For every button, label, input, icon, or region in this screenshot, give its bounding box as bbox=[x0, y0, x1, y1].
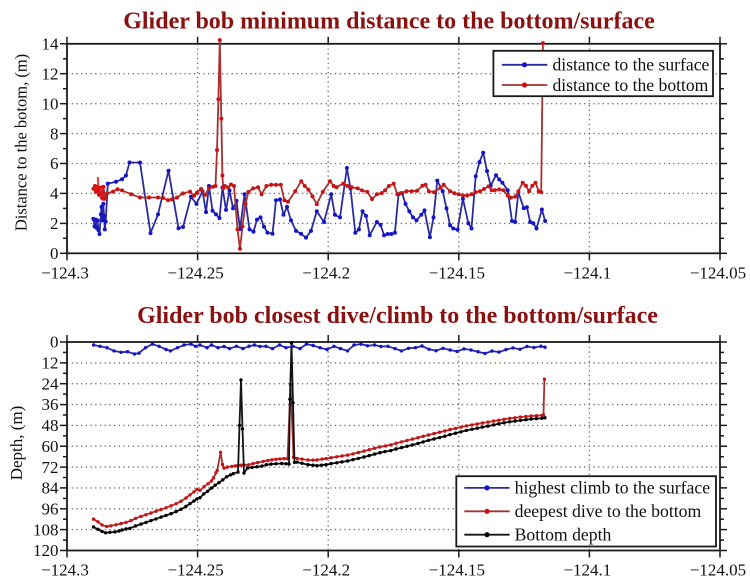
svg-text:−124.3: −124.3 bbox=[41, 561, 89, 580]
svg-text:−124.2: −124.2 bbox=[302, 264, 350, 283]
svg-text:distance to the bottom: distance to the bottom bbox=[553, 75, 709, 95]
svg-text:84: 84 bbox=[42, 479, 60, 498]
svg-text:72: 72 bbox=[42, 458, 59, 477]
svg-text:distance to the surface: distance to the surface bbox=[553, 55, 710, 75]
svg-text:2: 2 bbox=[50, 214, 59, 233]
svg-text:36: 36 bbox=[42, 395, 59, 414]
svg-text:highest climb to the surface: highest climb to the surface bbox=[515, 478, 711, 498]
svg-text:−124.3: −124.3 bbox=[41, 264, 89, 283]
svg-text:Glider bob minimum distance to: Glider bob minimum distance to the botto… bbox=[123, 9, 655, 35]
svg-text:−124.1: −124.1 bbox=[563, 561, 611, 580]
svg-text:14: 14 bbox=[42, 35, 60, 54]
svg-text:Bottom depth: Bottom depth bbox=[515, 525, 612, 545]
svg-text:10: 10 bbox=[42, 94, 59, 113]
svg-text:−124.1: −124.1 bbox=[563, 264, 611, 283]
svg-text:Distance to the botom, (m): Distance to the botom, (m) bbox=[12, 54, 31, 231]
svg-text:−124.25: −124.25 bbox=[167, 264, 223, 283]
svg-text:−124.15: −124.15 bbox=[429, 561, 485, 580]
svg-text:108: 108 bbox=[33, 520, 59, 539]
svg-text:Glider bob closest dive/climb: Glider bob closest dive/climb to the bot… bbox=[137, 303, 658, 329]
svg-text:−124.2: −124.2 bbox=[302, 561, 350, 580]
svg-text:Depth, (m): Depth, (m) bbox=[7, 406, 26, 481]
svg-text:24: 24 bbox=[42, 374, 60, 393]
svg-text:0: 0 bbox=[50, 333, 59, 352]
svg-text:0: 0 bbox=[50, 244, 59, 263]
svg-text:−124.05: −124.05 bbox=[690, 561, 746, 580]
svg-text:48: 48 bbox=[42, 416, 59, 435]
svg-text:12: 12 bbox=[42, 64, 59, 83]
svg-text:8: 8 bbox=[50, 124, 59, 143]
svg-text:−124.05: −124.05 bbox=[690, 264, 746, 283]
svg-text:60: 60 bbox=[42, 437, 59, 456]
svg-text:−124.25: −124.25 bbox=[167, 561, 223, 580]
svg-text:6: 6 bbox=[50, 154, 59, 173]
svg-text:96: 96 bbox=[42, 500, 59, 519]
svg-text:−124.15: −124.15 bbox=[429, 264, 485, 283]
svg-text:deepest dive to the bottom: deepest dive to the bottom bbox=[515, 501, 702, 521]
svg-text:120: 120 bbox=[33, 541, 59, 560]
svg-text:12: 12 bbox=[42, 354, 59, 373]
svg-text:4: 4 bbox=[50, 184, 59, 203]
